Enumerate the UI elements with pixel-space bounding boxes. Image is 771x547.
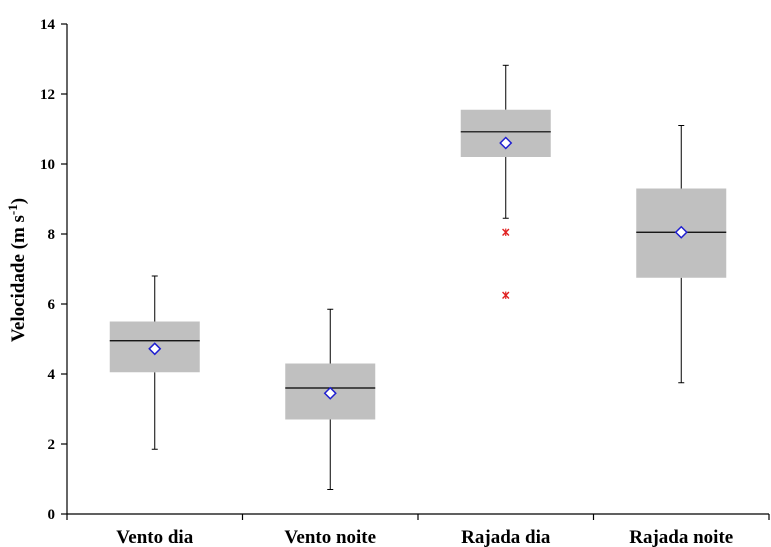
y-tick-label: 12: [40, 87, 55, 103]
y-tick-label: 6: [48, 297, 56, 313]
x-category-label: Vento dia: [116, 527, 193, 547]
x-axis: Vento dia Vento noite Rajada dia Rajada noi…: [66, 513, 770, 547]
y-axis: 0 2 4 6 8 10 12 14: [40, 17, 68, 523]
mean-marker: [148, 342, 162, 356]
x-category-label: Rajada noite: [629, 527, 733, 547]
y-tick-label: 2: [48, 437, 56, 453]
mean-marker: [323, 386, 337, 400]
box-group: [636, 125, 727, 384]
x-category-label: Rajada dia: [461, 527, 551, 547]
box-group: [285, 308, 376, 490]
iqr-box: [460, 109, 551, 157]
mean-marker: [674, 225, 688, 239]
box-group: [460, 64, 551, 299]
y-tick-label: 14: [40, 17, 56, 33]
boxes: [109, 64, 727, 490]
mean-marker: [499, 136, 513, 150]
outlier-point: [502, 228, 510, 236]
y-tick-label: 10: [40, 157, 55, 173]
box-group: [109, 275, 200, 450]
y-tick-label: 0: [48, 507, 56, 523]
outlier-point: [502, 291, 510, 299]
y-tick-label: 4: [48, 367, 56, 383]
x-category-label: Vento noite: [284, 527, 376, 547]
y-axis-title: Velocidade (m s-1): [5, 198, 29, 342]
y-tick-label: 8: [48, 227, 56, 243]
